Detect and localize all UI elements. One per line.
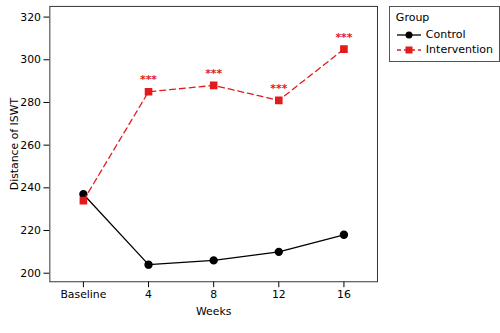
- html-text:Group: Group: [395, 11, 430, 24]
- svg-text:280: 280: [20, 96, 41, 109]
- svg-text:Weeks: Weeks: [196, 305, 232, 318]
- svg-text:240: 240: [20, 181, 41, 194]
- svg-text:220: 220: [20, 224, 41, 237]
- svg-text:***: ***: [270, 82, 287, 95]
- svg-text:260: 260: [20, 139, 41, 152]
- html-text:Control: Control: [425, 28, 466, 41]
- svg-text:***: ***: [140, 73, 157, 86]
- svg-text:16: 16: [337, 288, 351, 301]
- svg-text:12: 12: [272, 288, 286, 301]
- svg-text:Baseline: Baseline: [60, 288, 106, 301]
- html-text:Intervention: Intervention: [425, 43, 493, 56]
- svg-text:4: 4: [145, 288, 152, 301]
- svg-text:320: 320: [20, 11, 41, 24]
- svg-text:Distance of ISWT: Distance of ISWT: [8, 98, 21, 191]
- svg-text:***: ***: [335, 31, 352, 44]
- svg-text:***: ***: [205, 67, 222, 80]
- svg-text:300: 300: [20, 53, 41, 66]
- svg-text:200: 200: [20, 267, 41, 280]
- svg-text:8: 8: [210, 288, 217, 301]
